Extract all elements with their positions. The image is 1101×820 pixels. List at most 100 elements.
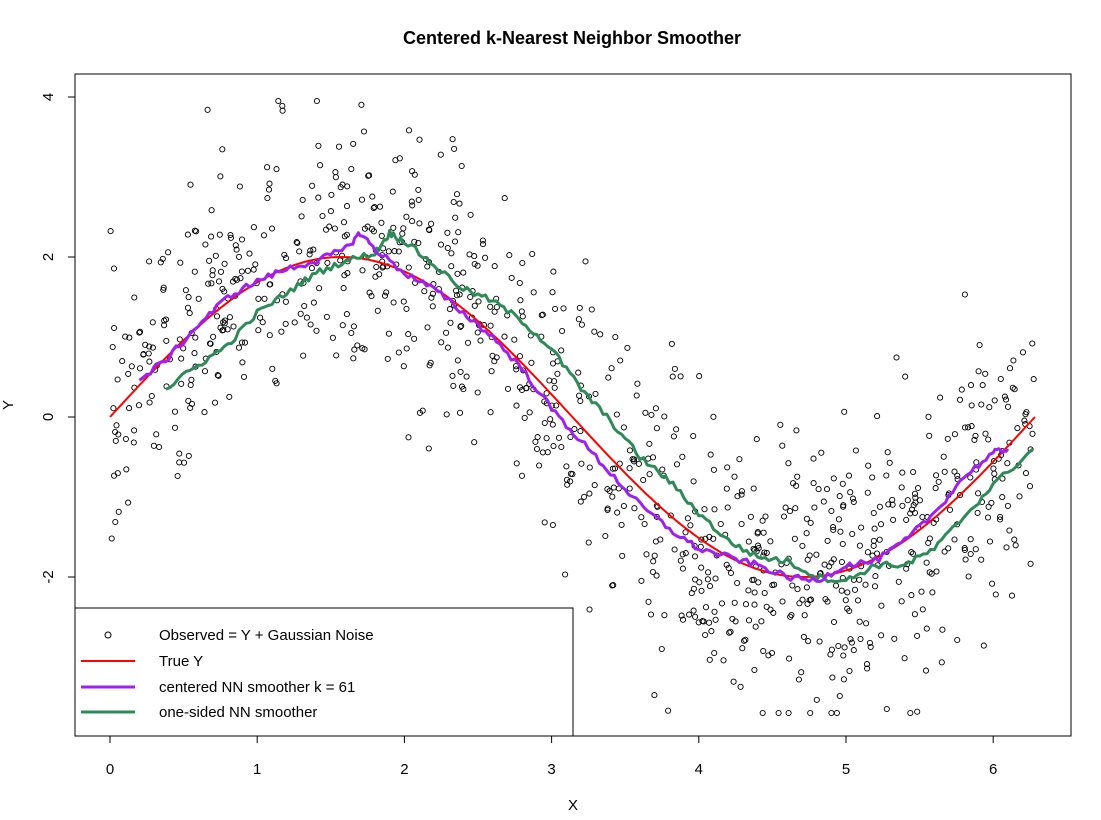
- observed-point: [673, 461, 681, 468]
- observed-point: [315, 194, 322, 201]
- observed-point: [626, 447, 633, 454]
- observed-point: [704, 576, 711, 583]
- observed-point: [163, 337, 170, 344]
- observed-point: [448, 250, 455, 257]
- observed-point: [679, 565, 686, 572]
- observed-point: [811, 504, 818, 511]
- observed-point: [871, 525, 878, 532]
- observed-point: [126, 405, 133, 412]
- observed-point: [723, 485, 730, 492]
- observed-point: [214, 372, 221, 379]
- observed-point: [186, 310, 193, 317]
- observed-point: [131, 294, 138, 301]
- observed-point: [136, 365, 144, 372]
- y-tick-label: 2: [40, 253, 57, 261]
- observed-point: [767, 538, 774, 545]
- observed-point: [871, 583, 879, 590]
- observed-point: [153, 431, 160, 438]
- observed-point: [562, 571, 569, 578]
- observed-point: [555, 434, 563, 441]
- observed-point: [585, 539, 592, 546]
- observed-point: [586, 606, 593, 613]
- observed-point: [638, 577, 645, 584]
- legend-label-observed: Observed = Y + Gaussian Noise: [159, 627, 374, 644]
- observed-point: [148, 392, 155, 400]
- observed-point: [840, 502, 847, 509]
- observed-point: [491, 358, 498, 365]
- observed-point: [107, 228, 114, 235]
- observed-point: [315, 142, 322, 149]
- observed-point: [886, 459, 893, 466]
- observed-point: [1003, 544, 1010, 551]
- observed-point: [298, 213, 305, 220]
- observed-point: [371, 203, 378, 211]
- observed-points: [107, 97, 1037, 717]
- observed-point: [400, 298, 407, 305]
- observed-point: [237, 275, 244, 282]
- observed-point: [421, 288, 428, 295]
- observed-point: [226, 393, 233, 400]
- centered-smoother-line: [138, 231, 1010, 583]
- observed-point: [978, 556, 985, 563]
- observed-point: [460, 269, 467, 276]
- observed-point: [128, 363, 135, 370]
- observed-point: [765, 652, 772, 659]
- observed-point: [233, 246, 240, 253]
- observed-point: [219, 146, 226, 153]
- observed-point: [316, 285, 323, 292]
- observed-point: [928, 570, 935, 577]
- observed-point: [975, 490, 982, 497]
- observed-point: [215, 278, 223, 285]
- observed-point: [690, 607, 697, 614]
- observed-point: [416, 220, 423, 227]
- observed-point: [818, 449, 825, 456]
- observed-point: [908, 592, 915, 599]
- observed-point: [902, 373, 909, 380]
- observed-point: [354, 342, 361, 349]
- observed-point: [115, 508, 122, 515]
- observed-point: [899, 502, 906, 509]
- observed-point: [539, 449, 546, 456]
- observed-point: [551, 378, 558, 385]
- observed-point: [885, 501, 892, 508]
- observed-point: [279, 102, 286, 109]
- observed-point: [710, 466, 717, 473]
- observed-point: [669, 373, 676, 380]
- observed-point: [344, 270, 351, 277]
- observed-point: [493, 354, 500, 361]
- observed-point: [938, 659, 945, 666]
- observed-point: [122, 435, 129, 443]
- observed-point: [450, 198, 457, 206]
- observed-point: [850, 498, 857, 506]
- observed-point: [990, 465, 997, 472]
- observed-point: [479, 237, 486, 244]
- observed-point: [333, 352, 340, 359]
- observed-point: [221, 320, 228, 327]
- observed-point: [296, 248, 303, 255]
- observed-point: [848, 639, 855, 646]
- observed-point: [747, 513, 754, 520]
- observed-point: [221, 317, 229, 324]
- observed-point: [958, 386, 965, 393]
- observed-point: [451, 145, 458, 152]
- observed-point: [326, 223, 333, 230]
- observed-point: [967, 382, 975, 389]
- observed-point: [1010, 357, 1017, 364]
- observed-point: [206, 257, 213, 264]
- observed-point: [890, 516, 897, 523]
- observed-point: [741, 637, 748, 644]
- observed-point: [645, 598, 652, 605]
- axis-ticks: 0 1 2 3 4 5 6 -2 0 2 4: [40, 93, 997, 778]
- observed-point: [392, 157, 399, 164]
- observed-point: [466, 251, 473, 258]
- observed-point: [477, 337, 484, 344]
- observed-point: [1004, 460, 1011, 467]
- observed-point: [795, 676, 802, 683]
- observed-point: [799, 542, 806, 549]
- observed-point: [378, 219, 385, 226]
- observed-point: [854, 597, 862, 604]
- observed-point: [447, 319, 454, 326]
- observed-point: [297, 310, 304, 317]
- observed-point: [389, 188, 396, 195]
- observed-point: [275, 97, 282, 105]
